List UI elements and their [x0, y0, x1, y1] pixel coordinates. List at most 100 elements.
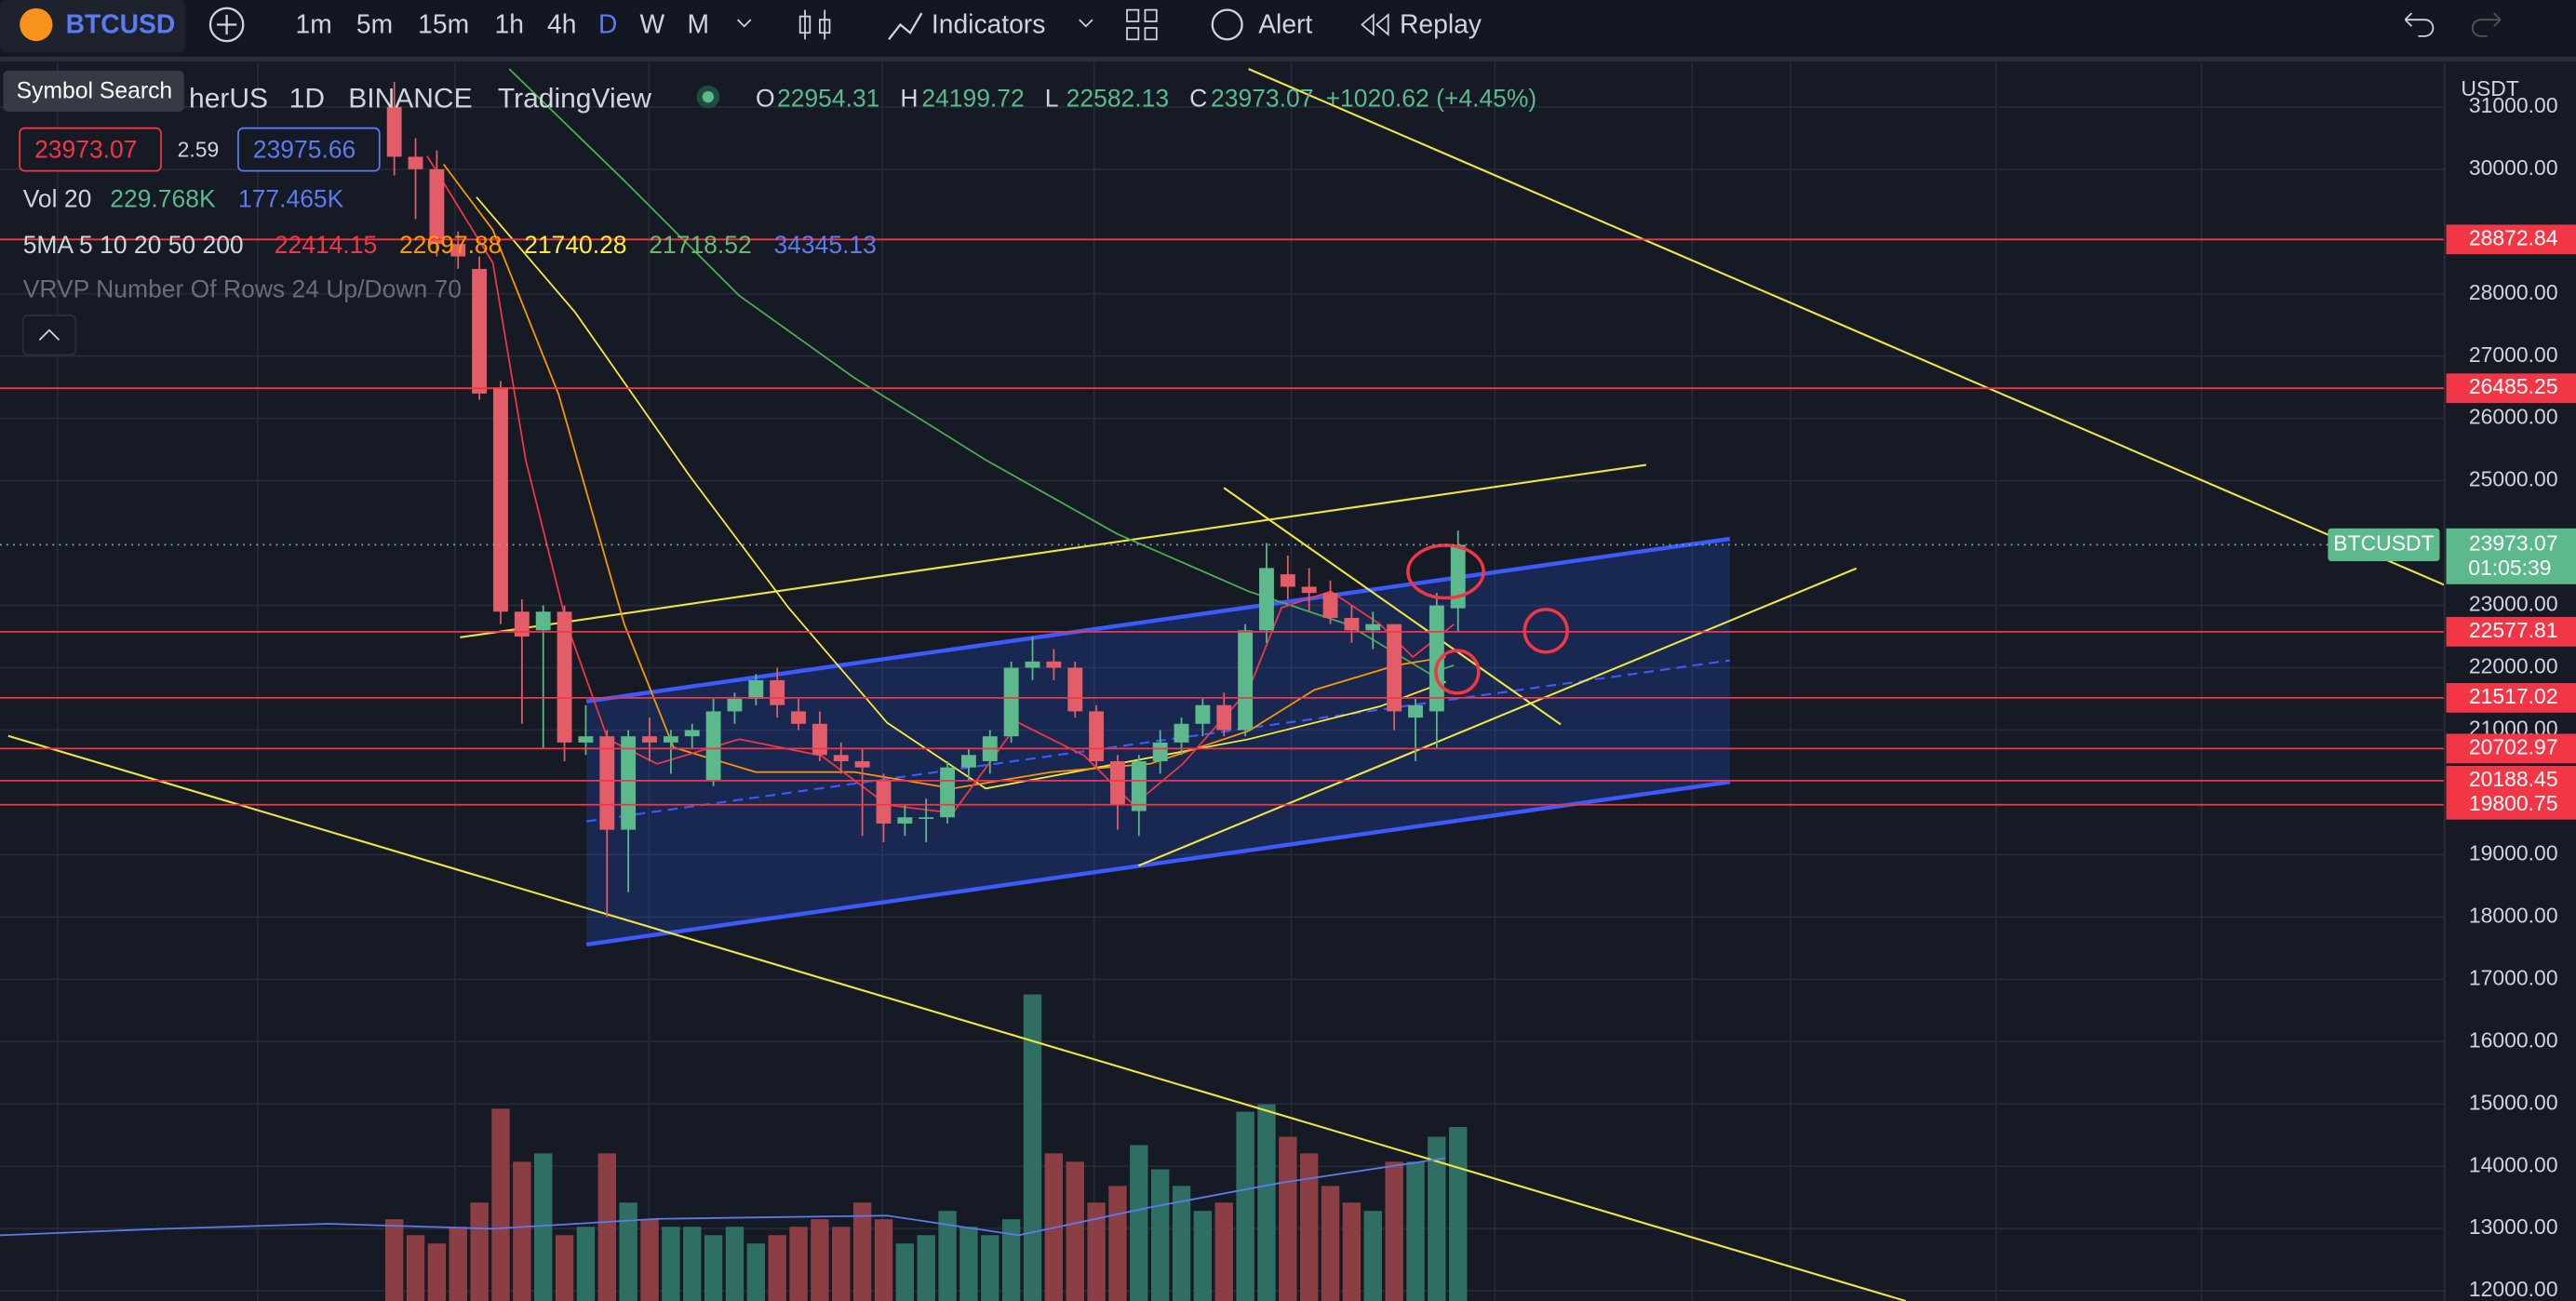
candle-body	[1003, 667, 1019, 737]
volume-bar	[1363, 1211, 1382, 1301]
price-label: 28000.00	[2469, 280, 2558, 304]
volume-bar	[1299, 1153, 1319, 1301]
symbol[interactable]: BTCUSD	[66, 9, 176, 39]
candle-body	[1259, 568, 1274, 631]
candle-body	[599, 736, 615, 830]
tooltip	[3, 70, 184, 113]
ask[interactable]: 23975.66	[253, 135, 356, 163]
indicator-value: 229.768K	[110, 184, 216, 212]
price-label: 25000.00	[2469, 467, 2558, 491]
intervals: 1m 5m 15m 1h 4h D W M	[296, 9, 709, 39]
ohlc: O 22954.31 H 24199.72 L 22582.13 C 23973.07	[756, 85, 1313, 113]
candle-body	[472, 268, 488, 394]
horizontal-grid	[0, 105, 2445, 1293]
chevron[interactable]	[1079, 19, 1093, 28]
volume-bar	[981, 1235, 1000, 1301]
interval-button[interactable]: 1m	[296, 9, 332, 39]
level-tag	[2446, 682, 2576, 713]
axis-labels: 31000.00 30000.00 28000.00 27000.00 26000.00…	[2446, 93, 2576, 1301]
candle-body	[621, 736, 637, 830]
candle-body	[557, 611, 572, 743]
candle-body	[408, 156, 423, 169]
volume-bar	[683, 1227, 702, 1301]
collapse-button[interactable]	[21, 315, 77, 356]
trend-line	[1223, 487, 1562, 726]
layouts[interactable]	[1126, 8, 1158, 41]
volume-bar	[874, 1219, 893, 1301]
interval-button[interactable]: 15m	[418, 9, 469, 39]
candle-body	[1174, 723, 1189, 743]
interval-button[interactable]: W	[639, 9, 664, 39]
candle-body	[1067, 667, 1083, 712]
symbol-icon	[20, 7, 53, 42]
candle-body	[1322, 593, 1338, 618]
volume-bar	[768, 1235, 786, 1301]
candle-body	[1216, 704, 1232, 731]
spread: 2.59	[178, 137, 220, 161]
candle-body	[770, 679, 785, 705]
currency[interactable]: USDT	[2461, 76, 2518, 101]
add-symbol[interactable]	[208, 7, 245, 43]
volume-bar	[427, 1243, 447, 1301]
volume-bar	[491, 1108, 510, 1301]
volume-bar	[1236, 1111, 1254, 1301]
exchange: BINANCE	[348, 84, 472, 114]
ohlc-value: 24199.72	[921, 85, 1024, 113]
buy-button[interactable]	[237, 127, 381, 172]
redo[interactable]	[2471, 12, 2502, 37]
volume-bar	[1087, 1202, 1106, 1301]
candle-body	[1280, 574, 1295, 587]
last-price-tag	[2446, 528, 2576, 584]
indicator-name: 5MA 5 10 20 50 200	[23, 231, 244, 259]
indicator-value: 177.465K	[238, 184, 344, 212]
volume-bar	[513, 1161, 531, 1301]
volume-ma	[0, 1157, 1446, 1237]
volume-bar	[1193, 1211, 1213, 1301]
interval-button[interactable]: 5m	[356, 9, 393, 39]
volume-bar	[1130, 1145, 1148, 1301]
candle-body	[1046, 661, 1062, 668]
interval-button[interactable]: D	[598, 9, 617, 39]
interval-button[interactable]: 1h	[495, 9, 524, 39]
bid[interactable]: 23973.07	[34, 135, 137, 163]
interval-button[interactable]: 4h	[547, 9, 576, 39]
replay-icon	[1361, 12, 1389, 36]
volume-bar	[597, 1153, 616, 1301]
interval-button[interactable]: M	[687, 9, 709, 39]
volume-bar	[1342, 1202, 1362, 1301]
volume-bar	[1214, 1202, 1233, 1301]
volume-bar	[959, 1227, 978, 1301]
candle-body	[386, 106, 402, 157]
volume-bar	[449, 1227, 467, 1301]
candle-body	[1152, 742, 1168, 761]
candle-body	[493, 387, 508, 612]
volume-bar	[662, 1227, 680, 1301]
replay[interactable]: Replay	[1400, 9, 1483, 39]
candle-body	[1089, 711, 1105, 761]
chevron[interactable]	[736, 19, 752, 28]
ohlc-key: L	[1045, 85, 1059, 113]
price-label: 30000.00	[2469, 155, 2558, 180]
change: +1020.62 (+4.45%)	[1326, 85, 1537, 113]
level-tag	[2446, 733, 2576, 764]
sell-button[interactable]	[19, 127, 162, 172]
chart-type[interactable]	[798, 9, 831, 40]
alert[interactable]: Alert	[1258, 9, 1312, 39]
market-status-dot	[702, 90, 715, 103]
volume-bar	[811, 1219, 829, 1301]
price-label: 26000.00	[2469, 405, 2558, 429]
indicator-value: 34345.13	[773, 231, 876, 259]
symbol-name: herUS	[189, 84, 268, 114]
indicator-name: Vol 20	[23, 184, 92, 212]
volume-pane	[384, 994, 1468, 1301]
indicators[interactable]: Indicators	[932, 9, 1045, 39]
level-tag	[2446, 224, 2576, 255]
undo[interactable]	[2404, 12, 2435, 37]
candle-body	[684, 730, 700, 737]
trend-line	[7, 734, 1907, 1301]
ohlc-key: O	[756, 85, 775, 113]
symbol-tag-text: BTCUSDT	[2333, 530, 2434, 555]
volume-bar	[533, 1153, 553, 1301]
channel-mid	[586, 659, 1731, 823]
